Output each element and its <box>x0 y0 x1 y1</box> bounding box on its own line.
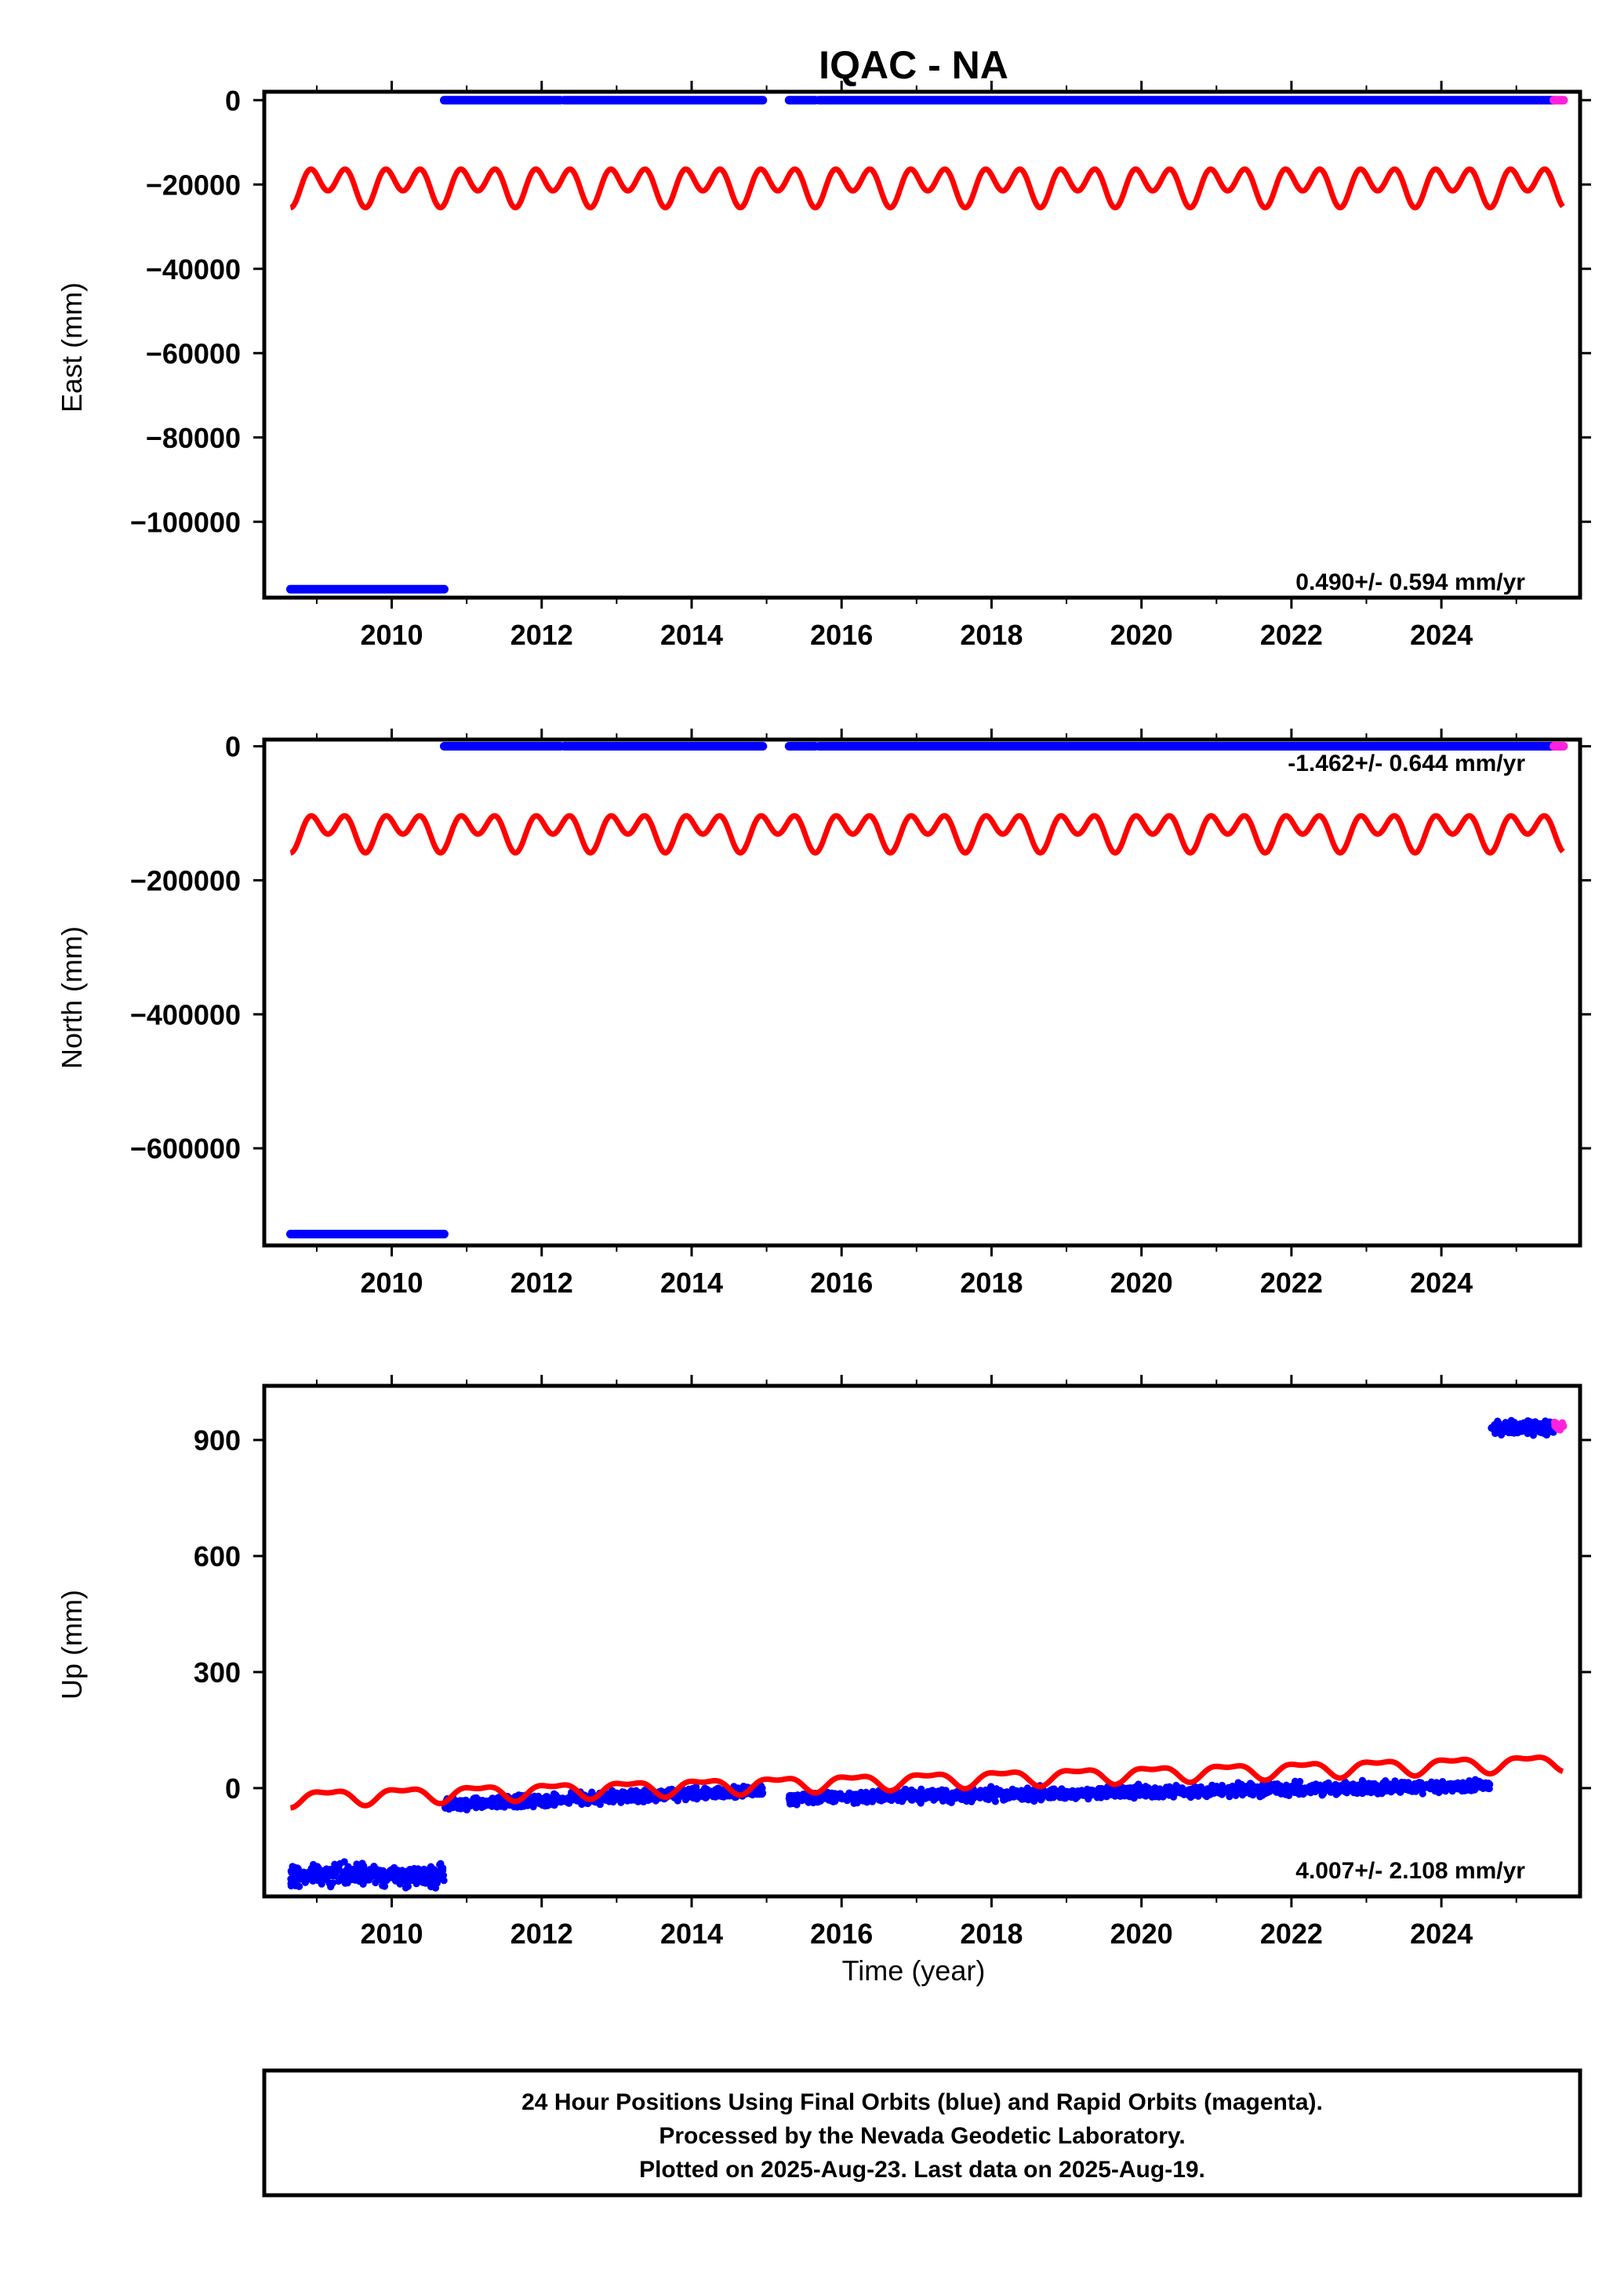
up-y-tick-label-2: 300 <box>194 1656 241 1689</box>
east-ylabel: East (mm) <box>56 282 88 413</box>
footer-line-2: Processed by the Nevada Geodetic Laborat… <box>659 2123 1185 2149</box>
east-x-tick-label-5: 2020 <box>1110 619 1173 651</box>
up-seasonal-model-line <box>288 1754 1565 1811</box>
east-x-tick-label-2: 2014 <box>660 619 723 651</box>
up-x-tick-label-0: 2010 <box>360 1918 423 1950</box>
up-x-tick-label-4: 2018 <box>960 1918 1023 1950</box>
north-x-tick-label-4: 2018 <box>960 1267 1023 1299</box>
north-rate-label: -1.462+/- 0.644 mm/yr <box>1288 751 1525 776</box>
up-rapid-series-0 <box>1550 1418 1568 1434</box>
up-x-tick-label-2: 2014 <box>660 1918 723 1950</box>
east-y-tick-label-3: −60000 <box>146 337 241 369</box>
north-x-tick-label-2: 2014 <box>660 1267 723 1299</box>
up-x-tick-label-7: 2024 <box>1410 1918 1473 1950</box>
up-ylabel: Up (mm) <box>56 1590 88 1700</box>
north-plot-area <box>285 742 1568 1238</box>
footer-line-3: Plotted on 2025-Aug-23. Last data on 202… <box>639 2157 1205 2183</box>
north-y-tick-label-1: −200000 <box>130 864 241 896</box>
north-axes-frame <box>262 737 1582 1248</box>
east-rate-label: 0.490+/- 0.594 mm/yr <box>1295 569 1525 595</box>
up-axes-frame <box>262 1383 1582 1899</box>
up-y-tick-label-3: 0 <box>225 1772 241 1805</box>
east-x-tick-label-6: 2022 <box>1260 619 1323 651</box>
north-y-tick-label-0: 0 <box>225 731 241 763</box>
footer-frame <box>262 2068 1582 2198</box>
time-xlabel: Time (year) <box>842 1954 986 1987</box>
east-x-tick-label-4: 2018 <box>960 619 1023 651</box>
east-x-tick-label-0: 2010 <box>360 619 423 651</box>
east-panel: East (mm) 0.490+/- 0.594 mm/yr 2010 2012 2… <box>56 81 1591 651</box>
east-y-tick-label-4: −80000 <box>146 422 241 454</box>
up-y-tick-label-1: 600 <box>194 1540 241 1572</box>
up-x-tick-label-6: 2022 <box>1260 1918 1323 1950</box>
east-x-tick-label-7: 2024 <box>1410 619 1473 651</box>
north-y-tick-label-2: −400000 <box>130 998 241 1031</box>
up-final-series-3 <box>1488 1416 1557 1439</box>
north-x-tick-label-6: 2022 <box>1260 1267 1323 1299</box>
north-y-tick-label-3: −600000 <box>130 1133 241 1165</box>
north-x-tick-label-5: 2020 <box>1110 1267 1173 1299</box>
up-final-series-2 <box>785 1776 1494 1809</box>
up-plot-area <box>287 1416 1568 1892</box>
east-y-tick-label-5: −100000 <box>130 506 241 538</box>
footer-box: 24 Hour Positions Using Final Orbits (bl… <box>262 2068 1582 2198</box>
east-plot-area <box>285 96 1568 594</box>
up-x-tick-label-3: 2016 <box>810 1918 873 1950</box>
east-x-tick-label-1: 2012 <box>510 619 573 651</box>
north-x-tick-label-1: 2012 <box>510 1267 573 1299</box>
north-seasonal-model-line <box>288 813 1565 856</box>
east-x-tick-label-3: 2016 <box>810 619 873 651</box>
east-seasonal-model-line <box>288 166 1565 211</box>
up-x-tick-label-5: 2020 <box>1110 1918 1173 1950</box>
north-ylabel: North (mm) <box>56 926 88 1069</box>
east-axes-frame <box>262 89 1582 600</box>
north-x-tick-label-7: 2024 <box>1410 1267 1473 1299</box>
up-final-series-0 <box>287 1858 448 1892</box>
east-y-tick-label-0: 0 <box>225 85 241 117</box>
north-x-tick-label-3: 2016 <box>810 1267 873 1299</box>
up-y-tick-label-0: 900 <box>194 1424 241 1456</box>
east-y-tick-label-2: −40000 <box>146 253 241 285</box>
north-panel: North (mm) -1.462+/- 0.644 mm/yr 2010 201… <box>56 729 1591 1299</box>
figure-title: IQAC - NA <box>819 43 1008 87</box>
up-panel: Up (mm) 4.007+/- 2.108 mm/yr Time (year)… <box>56 1375 1591 1987</box>
up-x-tick-label-1: 2012 <box>510 1918 573 1950</box>
north-x-tick-label-0: 2010 <box>360 1267 423 1299</box>
up-rate-label: 4.007+/- 2.108 mm/yr <box>1295 1858 1525 1884</box>
east-y-tick-label-1: −20000 <box>146 169 241 201</box>
footer-line-1: 24 Hour Positions Using Final Orbits (bl… <box>521 2089 1323 2115</box>
